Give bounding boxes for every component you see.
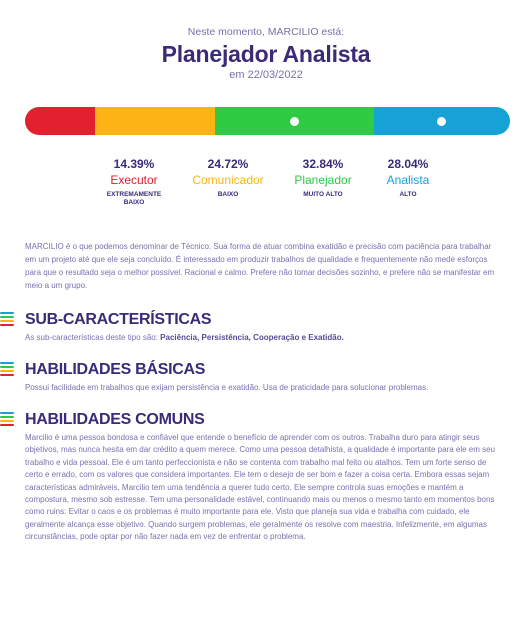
bar-segment-comunicador (94, 107, 215, 135)
section-title: SUB-CARACTERÍSTICAS (25, 311, 212, 328)
profile-stats: 14.39% Executor EXTREMAMENTE BAIXO 24.72% Co… (0, 157, 532, 217)
intro-paragraph: MARCILIO é o que podemos denominar de Té… (25, 242, 495, 290)
stat-level: BAIXO (217, 191, 239, 198)
profile-distribution-bar (25, 107, 510, 135)
stat-comunicador: 24.72% Comunicador BAIXO (178, 157, 278, 199)
stat-percent: 24.72% (207, 157, 249, 171)
section-title: HABILIDADES BÁSICAS (25, 361, 206, 378)
stat-analista: 28.04% Analista ALTO (358, 157, 458, 199)
marker-dot-icon (289, 116, 299, 126)
section-title: HABILIDADES COMUNS (25, 411, 205, 428)
stat-level: MUITO ALTO (303, 191, 343, 198)
stat-percent: 28.04% (387, 157, 429, 171)
stat-name: Planejador (294, 173, 352, 187)
section-text: As sub-características deste tipo são: P… (25, 332, 503, 344)
report-header: Neste momento, MARCILIO está: Planejador… (0, 0, 532, 81)
header-subtitle: Neste momento, MARCILIO está: (187, 26, 345, 38)
stat-percent: 14.39% (113, 157, 155, 171)
section-lines-icon (0, 412, 14, 428)
section-basic-skills: HABILIDADES BÁSICAS Possui facilidade em… (0, 360, 532, 394)
bar-segment-planejador (214, 107, 374, 135)
stat-level: ALTO (399, 191, 417, 198)
stat-planejador: 32.84% Planejador MUITO ALTO (273, 157, 373, 199)
section-lines-icon (0, 312, 14, 328)
section-sub-characteristics: SUB-CARACTERÍSTICAS As sub-característic… (0, 310, 532, 344)
stat-executor: 14.39% Executor EXTREMAMENTE BAIXO (84, 157, 184, 207)
stat-percent: 32.84% (302, 157, 344, 171)
marker-dot-icon (437, 116, 447, 126)
stat-name: Executor (110, 173, 158, 187)
sub-prefix: As sub-características deste tipo são: (25, 333, 161, 342)
bar-segment-executor (25, 107, 95, 135)
section-text: Possui facilidade em trabalhos que exija… (25, 383, 429, 392)
stat-name: Comunicador (192, 173, 264, 187)
stat-level: EXTREMAMENTE BAIXO (106, 191, 162, 206)
stat-name: Analista (386, 173, 430, 187)
section-text: Marcilio é uma pessoa bondosa e confiáve… (25, 433, 496, 542)
section-lines-icon (0, 362, 14, 378)
section-common-skills: HABILIDADES COMUNS Marcilio é uma pessoa… (0, 410, 532, 544)
sub-items: Paciência, Persistência, Cooperação e Ex… (160, 333, 344, 342)
bar-segment-analista (373, 107, 510, 135)
profile-title: Planejador Analista (161, 41, 371, 67)
report-date: em 22/03/2022 (229, 69, 303, 81)
